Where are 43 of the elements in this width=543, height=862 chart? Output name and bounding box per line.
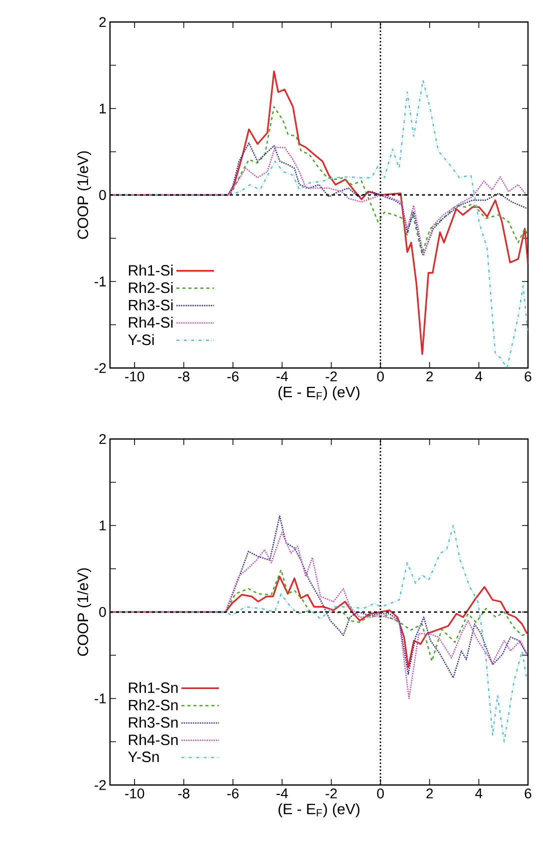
legend-label: Y-Sn bbox=[128, 752, 159, 762]
x-tick-label: 4 bbox=[475, 788, 482, 798]
y-axis-title: COOP (1/eV) bbox=[77, 568, 92, 656]
y-tick-label: 0 bbox=[99, 607, 106, 617]
legend-label: Rh1-Si bbox=[128, 264, 173, 276]
y-tick-label: -2 bbox=[94, 780, 106, 790]
legend-label: Rh4-Si bbox=[128, 316, 173, 328]
legend-label: Y-Si bbox=[128, 334, 154, 346]
x-tick-label: 6 bbox=[524, 372, 532, 382]
x-tick-label: 2 bbox=[426, 788, 433, 798]
legend-label: Rh1-Sn bbox=[128, 682, 178, 694]
y-tick-label: 1 bbox=[100, 520, 106, 530]
x-tick-label: -4 bbox=[276, 372, 288, 382]
line-series bbox=[110, 532, 528, 700]
y-tick-label: 1 bbox=[100, 104, 106, 114]
x-tick-label: 4 bbox=[475, 372, 482, 382]
x-tick-label: 6 bbox=[524, 788, 532, 798]
legend-label: Rh3-Sn bbox=[128, 716, 178, 728]
x-tick-label: -10 bbox=[125, 372, 144, 382]
x-tick-label: -6 bbox=[227, 372, 239, 382]
x-axis-title: (E - E$_{F}$) (eV) bbox=[278, 386, 360, 400]
legend-label: Rh3-Si bbox=[128, 299, 173, 310]
x-tick-label: -8 bbox=[178, 788, 190, 798]
legend-label: Rh4-Sn bbox=[128, 734, 178, 746]
y-tick-label: 0 bbox=[99, 190, 106, 200]
x-tick-label: 0 bbox=[377, 788, 384, 798]
y-tick-label: 2 bbox=[99, 17, 106, 27]
y-tick-label: -1 bbox=[94, 694, 106, 704]
x-tick-label: 0 bbox=[377, 372, 384, 382]
y-tick-label: 2 bbox=[99, 434, 106, 444]
x-axis-title: (E - E$_{F}$) (eV) bbox=[278, 803, 360, 818]
y-tick-label: -1 bbox=[94, 276, 106, 286]
x-tick-label: 2 bbox=[426, 372, 433, 382]
legend-label: Rh2-Si bbox=[128, 282, 173, 294]
x-tick-label: -8 bbox=[178, 372, 190, 382]
x-tick-label: -10 bbox=[125, 788, 144, 798]
y-axis-title: COOP (1/eV) bbox=[77, 151, 92, 239]
legend-label: Rh2-Sn bbox=[128, 699, 178, 710]
x-tick-label: -2 bbox=[326, 372, 337, 382]
x-tick-label: -6 bbox=[227, 788, 239, 798]
x-tick-label: -2 bbox=[326, 788, 337, 798]
x-tick-label: -4 bbox=[276, 788, 288, 798]
y-tick-label: -2 bbox=[94, 363, 106, 373]
